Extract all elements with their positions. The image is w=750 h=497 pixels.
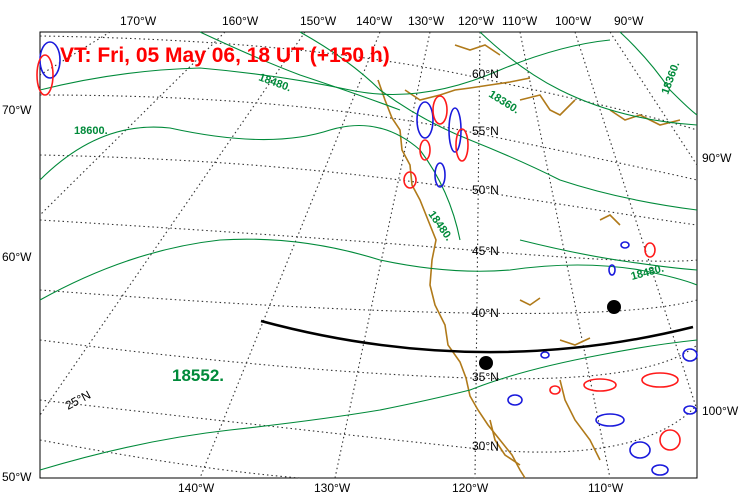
right-label-1: 100°W [702,404,739,418]
lat-label-30n: 30°N [472,439,499,453]
top-lon-labels: 170°W 160°W 150°W 140°W 130°W 120°W 110°… [120,14,644,28]
lat-label-60n: 60°N [472,67,499,81]
top-lon-label-6: 110°W [502,14,538,28]
top-lon-label-5: 120°W [458,14,495,28]
top-lon-label-7: 100°W [555,14,592,28]
height-contours [39,31,698,471]
path-line [260,319,694,354]
coastline [377,44,681,479]
lat-label-45n: 45°N [472,244,499,258]
top-lon-label-1: 160°W [222,14,259,28]
right-labels: 90°W 100°W [702,151,739,418]
meridian-100w [574,31,698,411]
meridian-150w [39,31,306,416]
lat-circle-35n [39,339,698,380]
lat-circle-55n [39,94,698,181]
bottom-lon-label-0: 140°W [178,481,215,495]
valid-time-title: VT: Fri, 05 May 06, 18 UT (+150 h) [60,44,390,67]
top-lon-label-0: 170°W [120,14,157,28]
lat-label-40n: 40°N [472,306,499,320]
left-label-0: 70°W [2,103,32,117]
bottom-lon-label-1: 130°W [314,481,351,495]
bottom-lon-label-3: 110°W [588,481,624,495]
graticule [39,31,698,479]
lat-label-55n: 55°N [472,124,499,138]
top-lon-label-3: 140°W [356,14,393,28]
bottom-lon-labels: 140°W 130°W 120°W 110°W [178,481,624,495]
lat-label-35n: 35°N [472,370,499,384]
marker-east [607,300,621,314]
meridian-160w [39,31,226,216]
bottom-lon-label-2: 120°W [452,481,489,495]
left-label-1: 60°W [2,250,32,264]
top-lon-label-8: 90°W [614,14,644,28]
center-height-label: 18552. [172,366,224,385]
left-label-2: 50°W [2,470,32,484]
top-lon-label-2: 150°W [300,14,337,28]
right-label-0: 90°W [702,151,732,165]
top-lon-label-4: 130°W [408,14,445,28]
left-labels: 70°W 60°W 50°W [2,103,32,484]
positive-anomaly-contours [36,54,681,451]
lat-label-50n: 50°N [472,183,499,197]
meridian-140w [199,31,381,479]
lat-circle-40n [39,289,698,315]
contour-label-1: 18600. [74,125,108,137]
lat-circle-50n [39,154,698,226]
meridian-170w [39,31,111,76]
marker-west [479,356,493,370]
lat-circle-30n [39,399,698,453]
meridian-110w [519,31,611,479]
